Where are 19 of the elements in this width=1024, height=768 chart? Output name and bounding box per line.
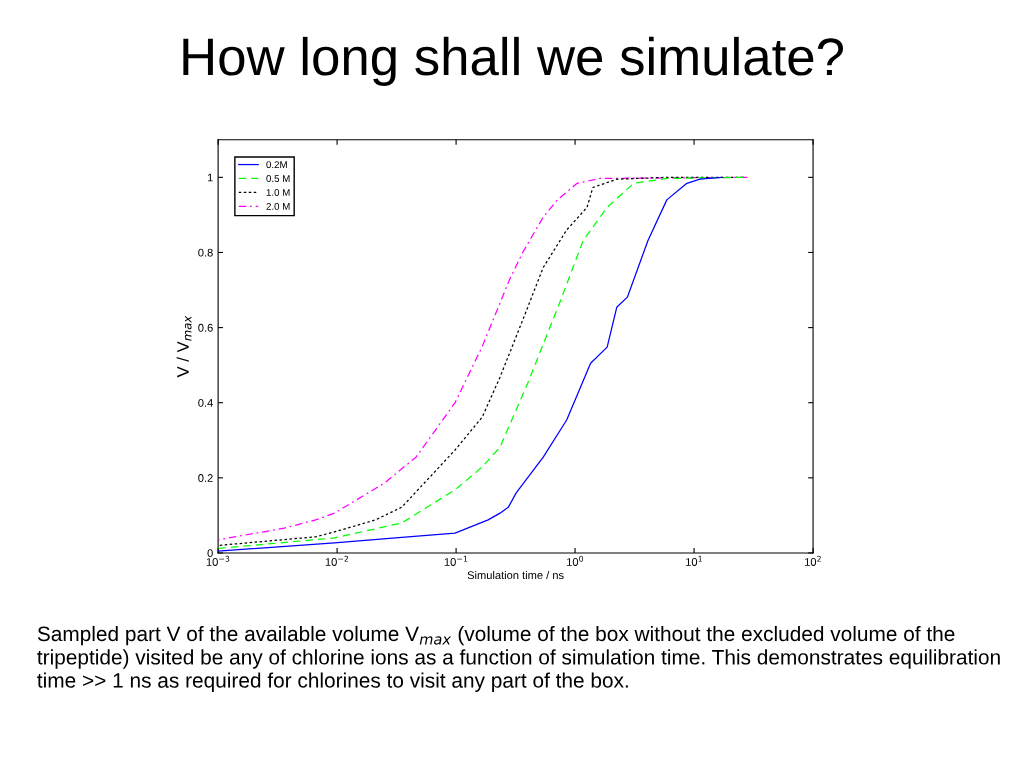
y-tick-label: 0.8	[198, 248, 213, 257]
y-tick-label: 0.6	[198, 323, 213, 332]
legend-label: 0.5 M	[266, 175, 290, 182]
x-tick-label: 10$^{−1}$	[444, 555, 468, 566]
x-tick-label: 10$^{−2}$	[325, 555, 349, 566]
y-tick-label: 1	[207, 173, 213, 182]
y-tick-label: 0	[207, 549, 213, 558]
legend-label: 0.2M	[266, 161, 287, 169]
legend-label: 1.0 M	[266, 189, 290, 196]
legend-label: 2.0 M	[266, 202, 290, 210]
y-axis-title: V / V$_{max}$	[176, 315, 192, 378]
text: Sampled part V of the available volume V$_{max}$ (volume of the box without the excluded volume of the tripeptide) visited be any of chlorine ions as a function of simulation time. This demonstrates equilibration time >> 1 ns as required for chlorines to visit any part of the box.	[37, 625, 1000, 692]
chart-title: How long shall we simulate?	[183, 36, 844, 87]
x-tick-label: 10$^{2}$	[805, 555, 821, 566]
x-tick-label: 10$^{1}$	[686, 555, 702, 566]
y-tick-label: 0.2	[198, 474, 213, 482]
y-tick-label: 0.4	[198, 398, 213, 407]
x-axis-title: Simulation time / ns	[467, 570, 564, 580]
x-tick-label: 10$^{0}$	[567, 555, 584, 566]
